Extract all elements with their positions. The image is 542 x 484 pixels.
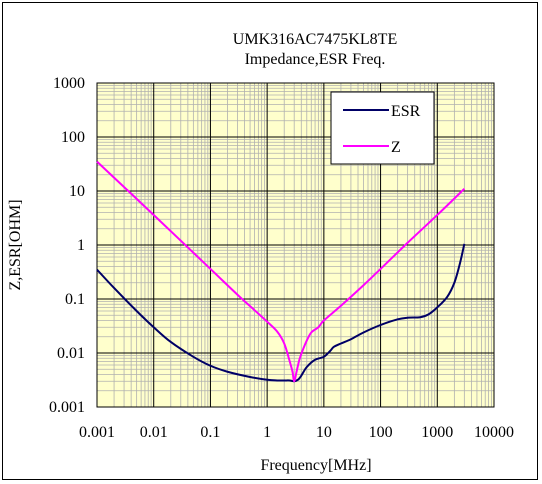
- series-line-z: [96, 160, 466, 383]
- legend-label-z: Z: [391, 139, 401, 156]
- legend-label-esr: ESR: [391, 103, 421, 120]
- chart-title: UMK316AC7475KL8TE: [233, 31, 397, 48]
- plot-border: [96, 82, 495, 408]
- series-line-esr: [96, 243, 466, 383]
- x-tick-label: 100: [369, 424, 393, 441]
- chart-subtitle: Impedance,ESR Freq.: [245, 51, 386, 68]
- y-tick-labels: 0.001 0.01 0.1 1 10 100 1000: [49, 75, 85, 416]
- x-axis-label: Frequency[MHz]: [260, 457, 371, 474]
- y-axis-label: Z,ESR[OHM]: [7, 199, 24, 290]
- x-tick-label: 0.01: [140, 424, 168, 441]
- x-tick-label: 0.001: [79, 424, 115, 441]
- x-tick-label: 10: [316, 424, 332, 441]
- y-tick-label: 0.001: [49, 399, 85, 416]
- y-tick-label: 0.01: [57, 345, 85, 362]
- x-tick-label: 0.1: [200, 424, 220, 441]
- x-tick-label: 10000: [474, 424, 514, 441]
- x-tick-label: 1: [263, 424, 271, 441]
- y-tick-label: 100: [61, 129, 85, 146]
- x-tick-labels: 0.001 0.01 0.1 1 10 100 1000 10000: [79, 424, 514, 441]
- y-tick-label: 10: [69, 183, 85, 200]
- legend: ESR Z: [330, 91, 435, 165]
- y-tick-label: 1000: [53, 75, 85, 92]
- y-tick-label: 0.1: [65, 291, 85, 308]
- legend-box: [330, 91, 435, 165]
- y-tick-label: 1: [77, 237, 85, 254]
- x-tick-label: 1000: [421, 424, 453, 441]
- series-layer: [96, 160, 466, 383]
